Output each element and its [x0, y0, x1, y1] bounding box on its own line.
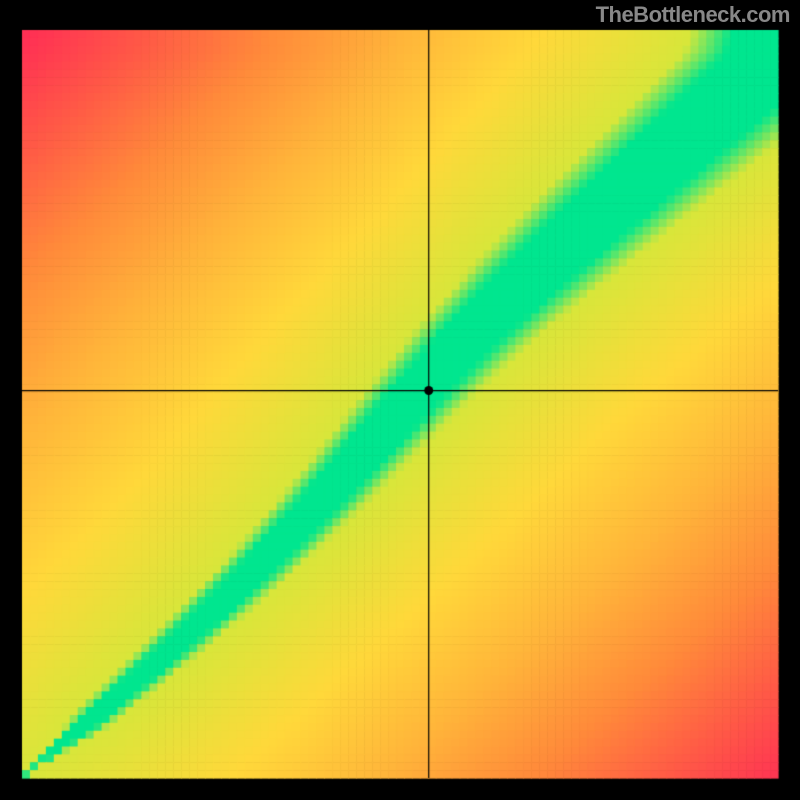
- watermark-text: TheBottleneck.com: [596, 2, 790, 28]
- chart-container: TheBottleneck.com: [0, 0, 800, 800]
- bottleneck-heatmap: [0, 0, 800, 800]
